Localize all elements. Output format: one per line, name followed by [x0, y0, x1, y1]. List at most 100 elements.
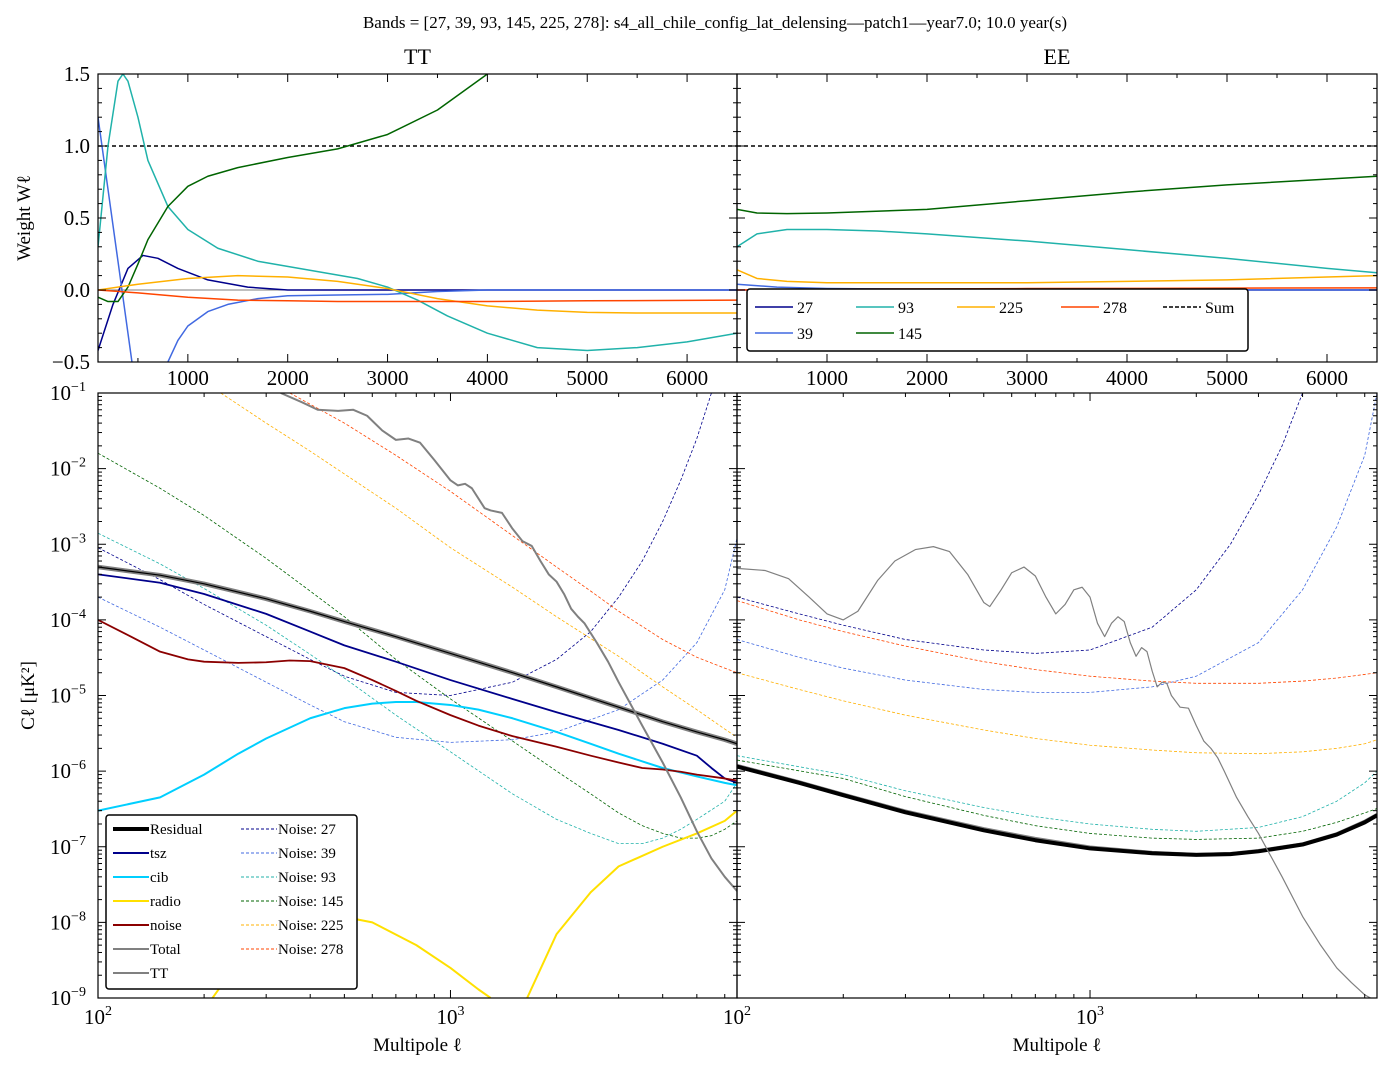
series-225 [98, 274, 737, 314]
legend-frame [746, 288, 1249, 352]
legend-item-39: 39 [755, 326, 813, 343]
ticks: 102 10310−110−210−310−410−510−610−710−810… [50, 380, 737, 1029]
y-tick-label: 10−7 [50, 834, 86, 859]
x-axis-label: Multipole ℓ [1013, 1035, 1102, 1056]
legend-frame [105, 814, 358, 990]
tick-exponent: 3 [1097, 1004, 1104, 1019]
y-tick-label: 1.0 [64, 134, 90, 158]
y-tick-label: 10−3 [50, 531, 86, 556]
x-tick-label: 2000 [906, 366, 948, 390]
x-tick-label: 103 [1076, 1004, 1104, 1029]
series-ee [737, 546, 1372, 998]
series-145 [98, 74, 489, 303]
legend-item-sum: Sum [1163, 300, 1235, 317]
x-tick-label: 3000 [1006, 366, 1048, 390]
y-tick-label: 10−2 [50, 456, 86, 481]
legend-item-residual: Residual [113, 822, 203, 838]
legend-label: radio [150, 894, 181, 910]
legend-label: 27 [797, 300, 813, 317]
tick-exponent: −8 [71, 909, 86, 924]
legend-item-noise-93: Noise: 93 [241, 870, 336, 886]
legend-label: Noise: 39 [278, 846, 336, 862]
y-tick-label: 10−1 [50, 380, 86, 405]
x-tick-label: 5000 [566, 366, 608, 390]
series-tsz [98, 573, 737, 784]
series-noise-145 [737, 759, 1377, 840]
series-145 [737, 175, 1377, 215]
legend-label: cib [150, 870, 168, 886]
x-tick-label: 2000 [267, 366, 309, 390]
series-noise-93 [98, 532, 737, 845]
series-radio-highl [526, 809, 737, 998]
tick-base: 10 [1076, 1005, 1097, 1029]
y-axis-label: Cℓ [μK²] [18, 661, 39, 730]
tick-base: 10 [50, 684, 71, 708]
tick-base: 10 [50, 986, 71, 1010]
panel-title: TT [404, 44, 431, 69]
tick-exponent: −7 [71, 834, 86, 849]
series-noise-27 [98, 393, 712, 696]
x-tick-label: 1000 [806, 366, 848, 390]
series-93 [98, 74, 737, 352]
x-tick-label: 4000 [466, 366, 508, 390]
legend-label: TT [150, 966, 168, 982]
legend-item-93: 93 [856, 300, 914, 317]
legend-item-tsz: tsz [113, 846, 167, 862]
plot-area [98, 74, 737, 362]
series-noise-39 [737, 393, 1377, 693]
legend-item-tt: TT [113, 966, 168, 982]
legend: 27 93 225 278 Sum 39 145 [746, 288, 1249, 352]
tick-exponent: −5 [71, 683, 86, 698]
panel-title: EE [1044, 44, 1071, 69]
tick-exponent: −2 [71, 456, 86, 471]
plot-area [737, 393, 1377, 998]
y-tick-label: 10−8 [50, 909, 86, 934]
panel-spectra-tt: 102 10310−110−210−310−410−510−610−710−810… [18, 380, 738, 1056]
y-tick-label: −0.5 [52, 350, 90, 374]
legend-label: 278 [1103, 300, 1127, 317]
series-noise-145 [98, 452, 737, 839]
x-tick-label: 102 [723, 1004, 751, 1029]
x-axis-label: Multipole ℓ [373, 1035, 462, 1056]
legend-item-noise-225: Noise: 225 [241, 918, 343, 934]
tick-base: 10 [50, 910, 71, 934]
x-tick-label: 1000 [167, 366, 209, 390]
legend-item-27: 27 [755, 300, 813, 317]
tick-exponent: 2 [105, 1004, 112, 1019]
series-cib [98, 701, 737, 812]
series-residual [98, 566, 737, 745]
legend-label: Total [150, 942, 181, 958]
x-tick-label: 3000 [367, 366, 409, 390]
legend-label: noise [150, 918, 182, 934]
series-noise [98, 619, 737, 782]
legend: Residual Noise: 27 tsz Noise: 39 cib Noise: 9… [105, 814, 358, 990]
series-residual [737, 764, 1377, 857]
legend-label: Noise: 93 [278, 870, 336, 886]
legend-label: Noise: 225 [278, 918, 343, 934]
legend-item-noise-27: Noise: 27 [241, 822, 336, 838]
tick-exponent: −9 [71, 985, 86, 1000]
tick-base: 10 [50, 835, 71, 859]
series-225 [737, 269, 1377, 284]
tick-base: 10 [50, 759, 71, 783]
legend-item-225: 225 [957, 300, 1023, 317]
legend-label: Noise: 278 [278, 942, 343, 958]
series-tt [280, 393, 737, 892]
x-tick-label: 6000 [1306, 366, 1348, 390]
series-noise-39 [98, 538, 737, 743]
series-noise-27 [737, 393, 1303, 654]
legend-label: Residual [150, 822, 203, 838]
series-noise-278 [289, 393, 737, 674]
legend-label: tsz [150, 846, 167, 862]
tick-exponent: 2 [744, 1004, 751, 1019]
legend-item-noise: noise [113, 918, 182, 934]
tick-exponent: −1 [71, 380, 86, 395]
x-tick-label: 102 [84, 1004, 112, 1029]
y-tick-label: 0.5 [64, 206, 90, 230]
legend-label: 225 [999, 300, 1023, 317]
panel-weights-tt: 1000 2000 3000 4000 5000 6000 −0.5 0.0 0.5 1.0 1.5… [14, 44, 738, 390]
tick-base: 10 [50, 532, 71, 556]
legend-item-noise-278: Noise: 278 [241, 942, 343, 958]
